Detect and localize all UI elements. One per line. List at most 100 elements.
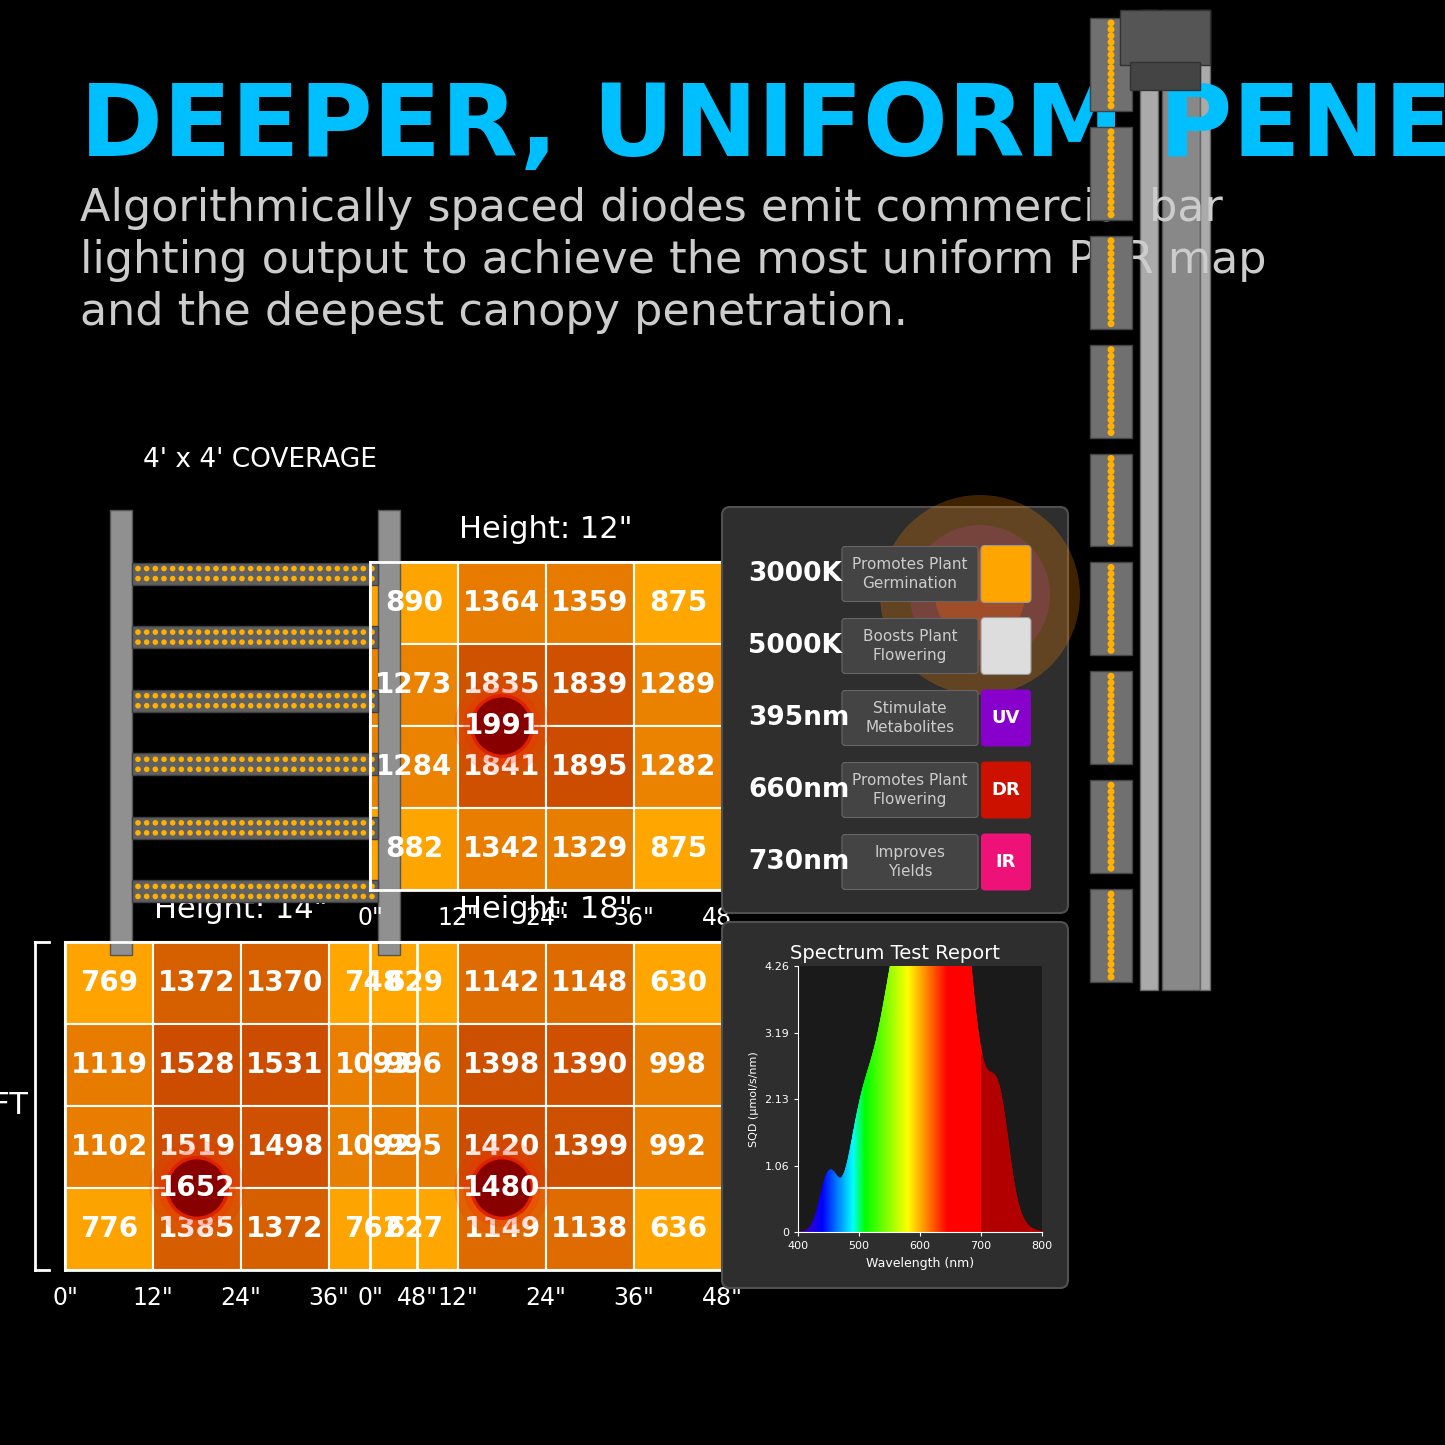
- Circle shape: [266, 884, 270, 889]
- Text: 1282: 1282: [639, 753, 717, 780]
- Circle shape: [197, 766, 201, 772]
- Circle shape: [283, 639, 288, 644]
- Circle shape: [136, 694, 140, 698]
- Circle shape: [275, 884, 279, 889]
- Circle shape: [301, 566, 305, 571]
- FancyBboxPatch shape: [842, 546, 978, 601]
- Circle shape: [318, 694, 322, 698]
- Circle shape: [1107, 455, 1114, 462]
- Circle shape: [301, 893, 305, 899]
- Circle shape: [880, 496, 1079, 695]
- Circle shape: [370, 694, 374, 698]
- Circle shape: [1107, 160, 1114, 168]
- Text: Boosts Plant
Flowering: Boosts Plant Flowering: [863, 629, 957, 663]
- Circle shape: [1107, 276, 1114, 283]
- Text: 24": 24": [221, 1286, 262, 1311]
- Circle shape: [223, 766, 227, 772]
- Circle shape: [171, 575, 175, 581]
- Text: 748: 748: [344, 970, 402, 997]
- Circle shape: [335, 694, 340, 698]
- Circle shape: [162, 694, 166, 698]
- Bar: [458, 725, 546, 808]
- Text: and the deepest canopy penetration.: and the deepest canopy penetration.: [79, 290, 907, 334]
- Circle shape: [471, 1157, 532, 1218]
- Circle shape: [344, 766, 348, 772]
- Circle shape: [136, 884, 140, 889]
- Circle shape: [309, 829, 314, 835]
- Circle shape: [1107, 166, 1114, 173]
- Circle shape: [910, 525, 1051, 665]
- Circle shape: [214, 884, 218, 889]
- Circle shape: [223, 702, 227, 708]
- Circle shape: [370, 829, 374, 835]
- Circle shape: [249, 829, 253, 835]
- Circle shape: [1107, 384, 1114, 392]
- Circle shape: [327, 757, 331, 762]
- Text: 4FT: 4FT: [0, 1091, 29, 1120]
- Circle shape: [353, 566, 357, 571]
- Bar: [634, 808, 722, 890]
- Circle shape: [188, 694, 192, 698]
- Circle shape: [1107, 289, 1114, 295]
- Circle shape: [1107, 416, 1114, 423]
- Text: 1420: 1420: [464, 1133, 540, 1160]
- Circle shape: [1107, 423, 1114, 429]
- Circle shape: [1107, 103, 1114, 110]
- Circle shape: [153, 893, 158, 899]
- Circle shape: [327, 639, 331, 644]
- Text: Spectrum Test Report: Spectrum Test Report: [790, 944, 1000, 962]
- Circle shape: [309, 694, 314, 698]
- Circle shape: [370, 702, 374, 708]
- Circle shape: [171, 639, 175, 644]
- Bar: [131, 689, 379, 712]
- Bar: [1199, 10, 1209, 990]
- Circle shape: [1107, 468, 1114, 475]
- Text: 1329: 1329: [552, 835, 629, 863]
- Circle shape: [1107, 621, 1114, 629]
- Circle shape: [1107, 461, 1114, 468]
- Circle shape: [214, 757, 218, 762]
- Circle shape: [1107, 173, 1114, 181]
- Circle shape: [1107, 263, 1114, 270]
- Text: Promotes Plant
Flowering: Promotes Plant Flowering: [853, 773, 968, 806]
- Circle shape: [353, 694, 357, 698]
- Circle shape: [283, 829, 288, 835]
- Circle shape: [214, 630, 218, 634]
- Circle shape: [257, 829, 262, 835]
- Circle shape: [275, 702, 279, 708]
- Circle shape: [257, 757, 262, 762]
- Circle shape: [1107, 640, 1114, 647]
- Circle shape: [162, 575, 166, 581]
- Text: 1284: 1284: [376, 753, 452, 780]
- Circle shape: [1107, 788, 1114, 795]
- Bar: [153, 1025, 241, 1105]
- Circle shape: [335, 575, 340, 581]
- Circle shape: [144, 766, 149, 772]
- Circle shape: [1107, 814, 1114, 821]
- Circle shape: [136, 575, 140, 581]
- Circle shape: [1107, 474, 1114, 481]
- Circle shape: [292, 757, 296, 762]
- Circle shape: [1107, 564, 1114, 571]
- Y-axis label: SQD (μmol/s/nm): SQD (μmol/s/nm): [749, 1051, 759, 1147]
- Circle shape: [257, 821, 262, 825]
- Bar: [458, 1188, 546, 1270]
- Circle shape: [162, 893, 166, 899]
- Circle shape: [171, 829, 175, 835]
- Circle shape: [1107, 967, 1114, 974]
- Text: 1528: 1528: [159, 1051, 236, 1079]
- Circle shape: [327, 575, 331, 581]
- Circle shape: [240, 566, 244, 571]
- Circle shape: [249, 575, 253, 581]
- Circle shape: [136, 702, 140, 708]
- Circle shape: [318, 766, 322, 772]
- Circle shape: [275, 630, 279, 634]
- Circle shape: [231, 884, 236, 889]
- Circle shape: [162, 766, 166, 772]
- Circle shape: [301, 702, 305, 708]
- Circle shape: [283, 694, 288, 698]
- Circle shape: [327, 829, 331, 835]
- Circle shape: [162, 757, 166, 762]
- Circle shape: [1107, 314, 1114, 321]
- Circle shape: [935, 551, 1025, 640]
